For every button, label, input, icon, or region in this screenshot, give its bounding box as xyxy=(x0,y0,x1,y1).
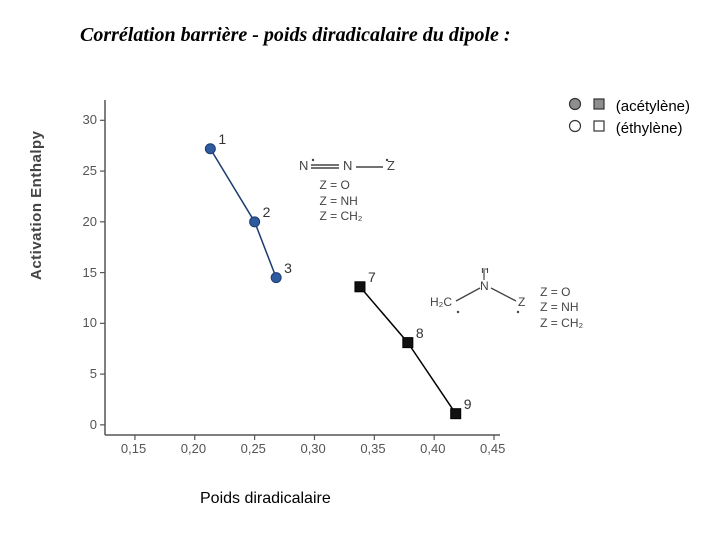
data-point-label: 9 xyxy=(464,396,472,412)
legend-square-filled-icon xyxy=(592,97,606,115)
z-nh: Z = NH xyxy=(540,300,583,316)
y-tick-label: 15 xyxy=(83,265,97,280)
y-tick-label: 25 xyxy=(83,163,97,178)
diagram-h2cnz: H₂C N H Z xyxy=(430,268,550,326)
svg-text:H: H xyxy=(481,268,489,276)
x-axis-label: Poids diradicalaire xyxy=(200,490,331,508)
y-tick-label: 20 xyxy=(83,214,97,229)
diagram-nnz: N N Z xyxy=(299,156,409,179)
z-list-2: Z = O Z = NH Z = CH₂ xyxy=(540,285,583,332)
x-tick-label: 0,30 xyxy=(300,441,325,456)
legend-circle-open-icon xyxy=(568,119,582,137)
z-ch2: Z = CH₂ xyxy=(319,209,362,225)
svg-text:N: N xyxy=(299,158,308,173)
y-tick-label: 30 xyxy=(83,112,97,127)
z-o: Z = O xyxy=(319,178,362,194)
legend-row-acetylene: (acétylène) xyxy=(568,95,690,117)
data-point-label: 7 xyxy=(368,269,376,285)
svg-text:Z: Z xyxy=(518,295,525,309)
page-root: Corrélation barrière - poids diradicalai… xyxy=(0,0,720,540)
data-point-label: 1 xyxy=(218,131,226,147)
page-title: Corrélation barrière - poids diradicalai… xyxy=(80,24,511,47)
svg-text:H₂C: H₂C xyxy=(430,295,452,309)
x-tick-label: 0,35 xyxy=(360,441,385,456)
h2cnz-formula-icon: H₂C N H Z xyxy=(430,268,550,323)
y-axis-label: Activation Enthalpy xyxy=(28,130,45,280)
legend-square-open-icon xyxy=(592,119,606,137)
svg-text:Z: Z xyxy=(387,158,395,173)
legend-row-ethylene: (éthylène) xyxy=(568,117,690,139)
data-point-label: 3 xyxy=(284,260,292,276)
z-list-1: Z = O Z = NH Z = CH₂ xyxy=(319,178,362,225)
svg-text:N: N xyxy=(343,158,352,173)
z-ch2: Z = CH₂ xyxy=(540,316,583,332)
z-o: Z = O xyxy=(540,285,583,301)
legend-circle-filled-icon xyxy=(568,97,582,115)
y-tick-label: 5 xyxy=(90,366,97,381)
z-nh: Z = NH xyxy=(319,194,362,210)
x-tick-label: 0,20 xyxy=(181,441,206,456)
legend: (acétylène) (éthylène) xyxy=(568,95,690,139)
x-tick-label: 0,40 xyxy=(420,441,445,456)
x-tick-label: 0,15 xyxy=(121,441,146,456)
svg-text:N: N xyxy=(480,279,489,293)
nnz-formula-icon: N N Z xyxy=(299,156,409,176)
y-tick-label: 0 xyxy=(90,417,97,432)
y-tick-label: 10 xyxy=(83,315,97,330)
x-tick-label: 0,45 xyxy=(480,441,505,456)
legend-label: (éthylène) xyxy=(616,120,683,137)
x-tick-label: 0,25 xyxy=(241,441,266,456)
data-point-label: 2 xyxy=(263,204,271,220)
legend-label: (acétylène) xyxy=(616,98,690,115)
data-point-label: 8 xyxy=(416,325,424,341)
